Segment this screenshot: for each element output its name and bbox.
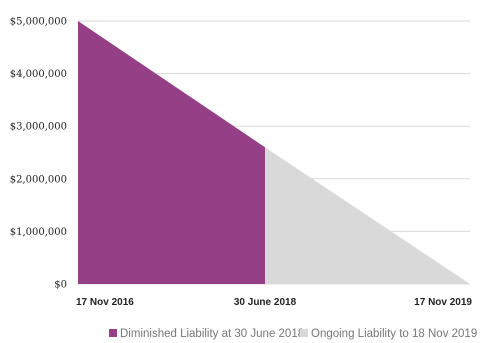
legend: Diminished Liability at 30 June 2018 Ongo… (109, 328, 477, 340)
y-tick-label: $5,000,000 (10, 17, 67, 28)
y-tick-label: $3,000,000 (10, 122, 67, 133)
x-axis-ticks: 17 Nov 2016 30 June 2018 17 Nov 2019 (76, 297, 472, 308)
plot-areas (78, 21, 470, 284)
series-area-1 (265, 147, 470, 284)
y-tick-label: $4,000,000 (10, 69, 67, 80)
y-tick-label: $2,000,000 (10, 174, 67, 185)
x-tick-label: 30 June 2018 (234, 297, 297, 308)
y-tick-label: $0 (54, 280, 67, 291)
series-area-0 (78, 21, 265, 284)
legend-label: Ongoing Liability to 18 Nov 2019 (311, 328, 477, 340)
legend-label: Diminished Liability at 30 June 2018 (120, 328, 304, 340)
legend-swatch (300, 329, 308, 337)
legend-swatch (109, 329, 117, 337)
y-axis-ticks: $0 $1,000,000 $2,000,000 $3,000,000 $4,000,0… (10, 17, 67, 291)
y-tick-label: $1,000,000 (10, 227, 67, 238)
x-tick-label: 17 Nov 2019 (414, 297, 472, 308)
x-tick-label: 17 Nov 2016 (76, 297, 134, 308)
